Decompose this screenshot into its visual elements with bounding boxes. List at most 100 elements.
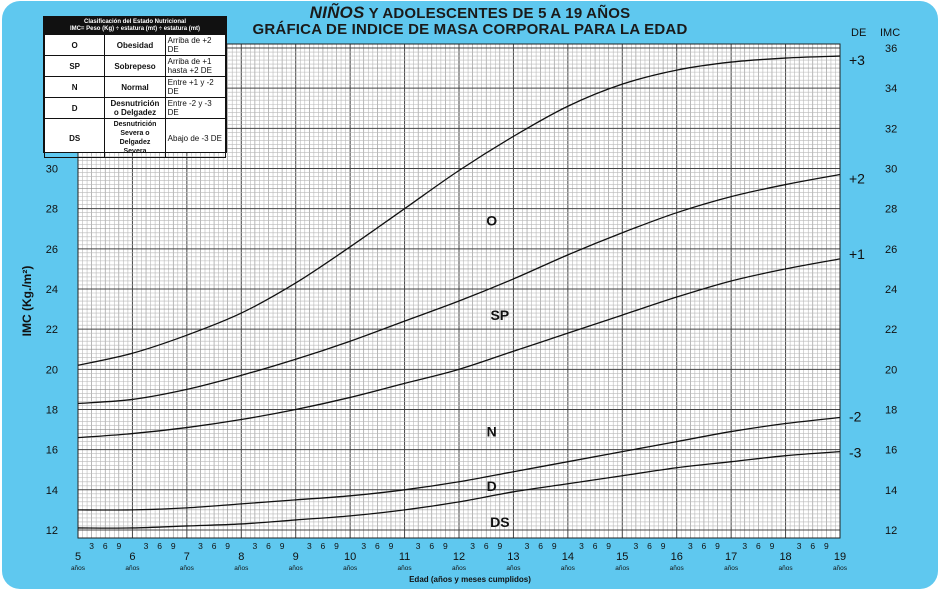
x-tick-label-month: 3 bbox=[89, 541, 94, 551]
x-tick-label-month: 3 bbox=[470, 541, 475, 551]
row-code: O bbox=[43, 34, 106, 56]
x-tick-label-unit: años bbox=[779, 565, 794, 572]
row-range: Entre -2 y -3 DE bbox=[164, 97, 227, 119]
row-name: Normal bbox=[104, 76, 166, 98]
de-header: DE bbox=[851, 27, 867, 39]
x-tick-label-month: 6 bbox=[157, 541, 162, 551]
x-tick-label-unit: años bbox=[615, 565, 630, 572]
x-tick-label-unit: años bbox=[398, 565, 413, 572]
x-tick-label-unit: años bbox=[180, 565, 195, 572]
y-tick-label-right: 36 bbox=[885, 43, 897, 55]
table-row: N Normal Entre +1 y -2 DE bbox=[43, 76, 227, 98]
x-tick-label-month: 3 bbox=[361, 541, 366, 551]
x-tick-label-unit: años bbox=[833, 565, 848, 572]
x-tick-label-month: 9 bbox=[552, 541, 557, 551]
x-tick-label-month: 6 bbox=[375, 541, 380, 551]
x-tick-label-unit: años bbox=[234, 565, 249, 572]
table-row: D Desnutrición o Delgadez Entre -2 y -3 … bbox=[43, 97, 227, 119]
x-tick-label-month: 3 bbox=[634, 541, 639, 551]
plot-frame bbox=[77, 43, 841, 539]
zone-label: N bbox=[487, 424, 497, 440]
y-tick-label-left: 24 bbox=[46, 284, 58, 296]
x-tick-label-month: 9 bbox=[497, 541, 502, 551]
y-tick-label-right: 16 bbox=[885, 445, 897, 457]
x-tick-label-month: 9 bbox=[443, 541, 448, 551]
x-tick-label-unit: años bbox=[452, 565, 467, 572]
series-line-minus3 bbox=[77, 451, 841, 529]
x-tick-label-month: 6 bbox=[103, 541, 108, 551]
x-tick-label-year: 12 bbox=[453, 551, 465, 563]
y-tick-label-right: 26 bbox=[885, 244, 897, 256]
row-range: Arriba de +2 DE bbox=[164, 34, 227, 56]
x-tick-label-year: 17 bbox=[725, 551, 737, 563]
x-tick-label-month: 9 bbox=[715, 541, 720, 551]
x-tick-label-month: 6 bbox=[212, 541, 217, 551]
y-tick-label-right: 24 bbox=[885, 284, 897, 296]
series-line-plus3 bbox=[77, 55, 841, 366]
y-tick-label-right: 32 bbox=[885, 123, 897, 135]
row-code: DS bbox=[43, 118, 106, 158]
x-tick-label-unit: años bbox=[561, 565, 576, 572]
series-line-plus2 bbox=[77, 173, 841, 405]
zone-label: SP bbox=[490, 307, 509, 323]
y-tick-label-left: 20 bbox=[46, 364, 58, 376]
title-rest: Y ADOLESCENTES DE 5 A 19 AÑOS bbox=[364, 5, 631, 22]
x-tick-label-year: 8 bbox=[238, 551, 244, 563]
y-tick-label-right: 12 bbox=[885, 525, 897, 537]
series-label: +3 bbox=[849, 52, 865, 68]
row-name: Desnutrición Severa o Delgadez Severa bbox=[104, 118, 166, 158]
x-tick-label-month: 3 bbox=[525, 541, 530, 551]
x-tick-label-month: 6 bbox=[484, 541, 489, 551]
x-tick-label-month: 9 bbox=[171, 541, 176, 551]
x-tick-label-month: 3 bbox=[253, 541, 258, 551]
title-emphasis: NIÑOS bbox=[309, 3, 365, 22]
x-tick-label-year: 10 bbox=[344, 551, 356, 563]
row-range: Arriba de +1 hasta +2 DE bbox=[164, 55, 227, 77]
table-header-title: Clasificación del Estado Nutricional bbox=[83, 19, 187, 25]
y-tick-label-right: 22 bbox=[885, 324, 897, 336]
x-tick-label-unit: años bbox=[125, 565, 140, 572]
x-tick-label-month: 3 bbox=[416, 541, 421, 551]
row-range: Abajo de -3 DE bbox=[164, 118, 227, 158]
x-tick-label-month: 6 bbox=[429, 541, 434, 551]
y-tick-label-right: 30 bbox=[885, 164, 897, 176]
y-tick-label-right: 20 bbox=[885, 364, 897, 376]
x-tick-label-month: 6 bbox=[593, 541, 598, 551]
table-header: Clasificación del Estado Nutricional IMC… bbox=[44, 17, 226, 35]
zone-label: DS bbox=[490, 514, 509, 530]
y-axis-label: IMC (Kg./m²) bbox=[20, 265, 34, 337]
x-tick-label-month: 9 bbox=[770, 541, 775, 551]
x-tick-label-month: 6 bbox=[810, 541, 815, 551]
chart-title: NIÑOS Y ADOLESCENTES DE 5 A 19 AÑOS bbox=[0, 3, 940, 23]
series-label: -2 bbox=[849, 409, 862, 425]
x-tick-label-year: 18 bbox=[779, 551, 791, 563]
x-tick-label-year: 11 bbox=[399, 551, 410, 563]
imc-header: IMC bbox=[880, 27, 901, 39]
x-tick-label-month: 9 bbox=[389, 541, 394, 551]
x-tick-label-unit: años bbox=[343, 565, 358, 572]
x-tick-label-year: 15 bbox=[616, 551, 628, 563]
zone-label: O bbox=[486, 213, 497, 229]
y-tick-label-left: 12 bbox=[46, 525, 58, 537]
series-label: -3 bbox=[849, 445, 862, 461]
x-tick-label-year: 6 bbox=[129, 551, 135, 563]
x-tick-label-month: 6 bbox=[647, 541, 652, 551]
x-tick-label-year: 7 bbox=[184, 551, 190, 563]
x-tick-label-month: 3 bbox=[579, 541, 584, 551]
x-tick-label-year: 19 bbox=[834, 551, 846, 563]
x-tick-label-month: 9 bbox=[280, 541, 285, 551]
x-tick-label-month: 3 bbox=[688, 541, 693, 551]
series-line-plus1 bbox=[77, 258, 841, 439]
y-tick-label-left: 28 bbox=[46, 204, 58, 216]
table-row: DS Desnutrición Severa o Delgadez Severa… bbox=[43, 118, 227, 158]
x-tick-label-unit: años bbox=[289, 565, 304, 572]
y-tick-label-right: 14 bbox=[885, 485, 897, 497]
table-row: SP Sobrepeso Arriba de +1 hasta +2 DE bbox=[43, 55, 227, 77]
x-tick-label-month: 6 bbox=[266, 541, 271, 551]
y-tick-label-right: 28 bbox=[885, 204, 897, 216]
row-name: Desnutrición o Delgadez bbox=[104, 97, 166, 119]
x-tick-label-month: 6 bbox=[702, 541, 707, 551]
y-tick-label-left: 16 bbox=[46, 445, 58, 457]
series-label: +2 bbox=[849, 171, 865, 187]
